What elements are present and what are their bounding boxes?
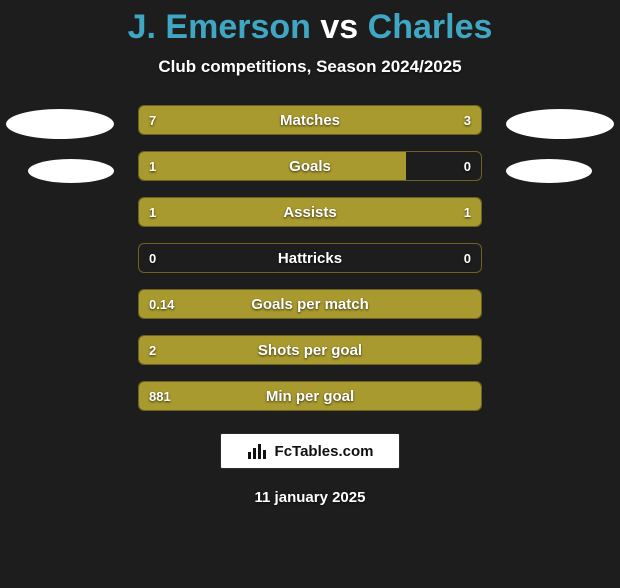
stat-row: 11Assists <box>138 197 482 227</box>
stat-row: 881Min per goal <box>138 381 482 411</box>
stat-bar-left-fill <box>139 290 481 318</box>
player1-name: J. Emerson <box>128 8 311 46</box>
stat-bar-left-fill <box>139 198 310 226</box>
stat-row: 0 0Hattricks <box>138 243 482 273</box>
player2-name: Charles <box>368 8 493 46</box>
comparison-title: J. Emerson vs Charles <box>0 8 620 47</box>
stat-row: 0.14Goals per match <box>138 289 482 319</box>
player2-badge-placeholder <box>506 109 614 139</box>
stat-row: 2Shots per goal <box>138 335 482 365</box>
site-logo-text: FcTables.com <box>275 443 374 460</box>
comparison-chart: 73Matches10Goals11Assists00Hattricks0.14… <box>0 105 620 415</box>
stat-bar-left-fill <box>139 152 406 180</box>
player1-badge-placeholder <box>6 109 114 139</box>
player2-badge-placeholder-small <box>506 159 592 183</box>
bars-icon <box>247 442 269 460</box>
stat-value-left: 0 <box>149 244 156 272</box>
stat-bar-left-fill <box>139 382 481 410</box>
player1-badge-placeholder-small <box>28 159 114 183</box>
stat-row: 73Matches <box>138 105 482 135</box>
stat-bar-right-fill <box>378 106 481 134</box>
vs-separator: vs <box>320 8 358 46</box>
footer-date: 11 january 2025 <box>0 489 620 506</box>
stat-bar-right-fill <box>310 198 481 226</box>
site-logo: FcTables.com <box>220 433 400 469</box>
stat-bar-left-fill <box>139 336 481 364</box>
stat-bar-left-fill <box>139 106 378 134</box>
stat-row: 10Goals <box>138 151 482 181</box>
subtitle: Club competitions, Season 2024/2025 <box>0 57 620 77</box>
stat-label: Hattricks <box>139 244 481 272</box>
stat-bars-container: 73Matches10Goals11Assists00Hattricks0.14… <box>138 105 482 427</box>
stat-value-right: 0 <box>464 244 471 272</box>
stat-value-right: 0 <box>464 152 471 180</box>
